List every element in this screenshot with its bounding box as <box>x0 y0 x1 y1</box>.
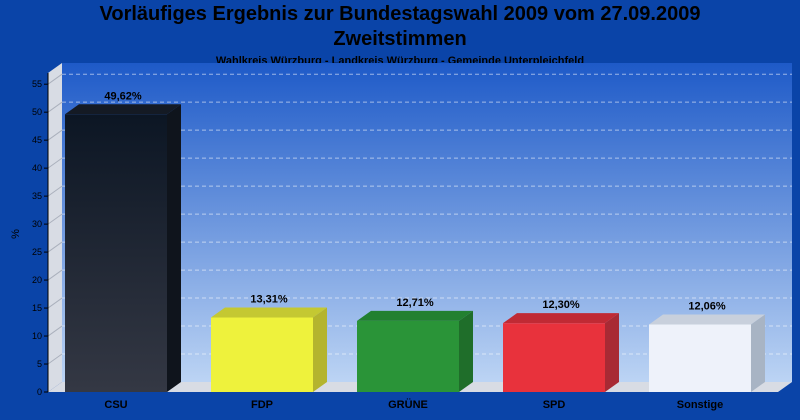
y-tick-label: 30 <box>32 219 42 229</box>
bar-top <box>211 307 327 318</box>
y-tick-label: 25 <box>32 247 42 257</box>
data-label: 13,31% <box>250 294 288 306</box>
gridline-side <box>47 241 63 253</box>
bar-fdp: 13,31% <box>211 294 327 392</box>
gridline-side <box>47 73 63 85</box>
y-tick-label: 35 <box>32 191 42 201</box>
gridline-side <box>47 129 63 141</box>
bar-side <box>751 314 765 392</box>
bar <box>357 320 459 392</box>
data-label: 12,06% <box>688 301 726 313</box>
bar <box>65 114 167 392</box>
x-tick-label: CSU <box>104 399 127 411</box>
y-tick-label: 15 <box>32 303 42 313</box>
chart-title: Vorläufiges Ergebnis zur Bundestagswahl … <box>99 3 701 25</box>
y-tick-label: 20 <box>32 275 42 285</box>
bar-sonstige: 12,06% <box>649 301 765 392</box>
bar-side <box>167 104 181 392</box>
plot-left-wall <box>48 63 62 392</box>
bar-top <box>503 313 619 324</box>
y-axis-label: % <box>10 229 22 239</box>
x-tick-label: GRÜNE <box>388 398 428 411</box>
bar-top <box>357 310 473 321</box>
x-tick-label: Sonstige <box>677 399 723 411</box>
data-label: 12,30% <box>542 299 580 311</box>
gridline-side <box>47 353 63 365</box>
gridline-side <box>47 157 63 169</box>
y-tick-label: 40 <box>32 163 42 173</box>
gridline-side <box>47 213 63 225</box>
bar-csu: 49,62% <box>65 90 181 392</box>
chart-title-line2: Zweitstimmen <box>333 28 467 50</box>
bar-side <box>459 310 473 392</box>
bars: 49,62% 13,31% 12,71% 12,30% 12,06% <box>65 90 765 392</box>
bar <box>649 324 751 392</box>
y-axis: 0 5 10 15 20 25 30 35 40 45 50 55 <box>32 73 49 397</box>
data-label: 12,71% <box>396 297 434 309</box>
bar <box>211 317 313 392</box>
y-tick-label: 45 <box>32 135 42 145</box>
x-tick-label: SPD <box>543 399 566 411</box>
bar-grüne: 12,71% <box>357 297 473 392</box>
bar-spd: 12,30% <box>503 299 619 392</box>
bar-side <box>605 313 619 392</box>
data-label: 49,62% <box>104 90 142 102</box>
x-axis: CSU FDP GRÜNE SPD Sonstige <box>104 398 723 411</box>
gridlines <box>47 73 792 365</box>
y-tick-label: 0 <box>37 387 42 397</box>
bar <box>503 323 605 392</box>
plot-back-wall <box>62 63 792 382</box>
gridline-side <box>47 101 63 113</box>
bar-side <box>313 307 327 392</box>
x-tick-label: FDP <box>251 399 273 411</box>
y-tick-label: 5 <box>37 359 42 369</box>
y-tick-label: 55 <box>32 79 42 89</box>
gridline-side <box>47 269 63 281</box>
y-tick-label: 10 <box>32 331 42 341</box>
bar-top <box>649 314 765 325</box>
gridline-side <box>47 297 63 309</box>
gridline-side <box>47 325 63 337</box>
y-tick-label: 50 <box>32 107 42 117</box>
gridline-side <box>47 185 63 197</box>
bar-top <box>65 104 181 115</box>
